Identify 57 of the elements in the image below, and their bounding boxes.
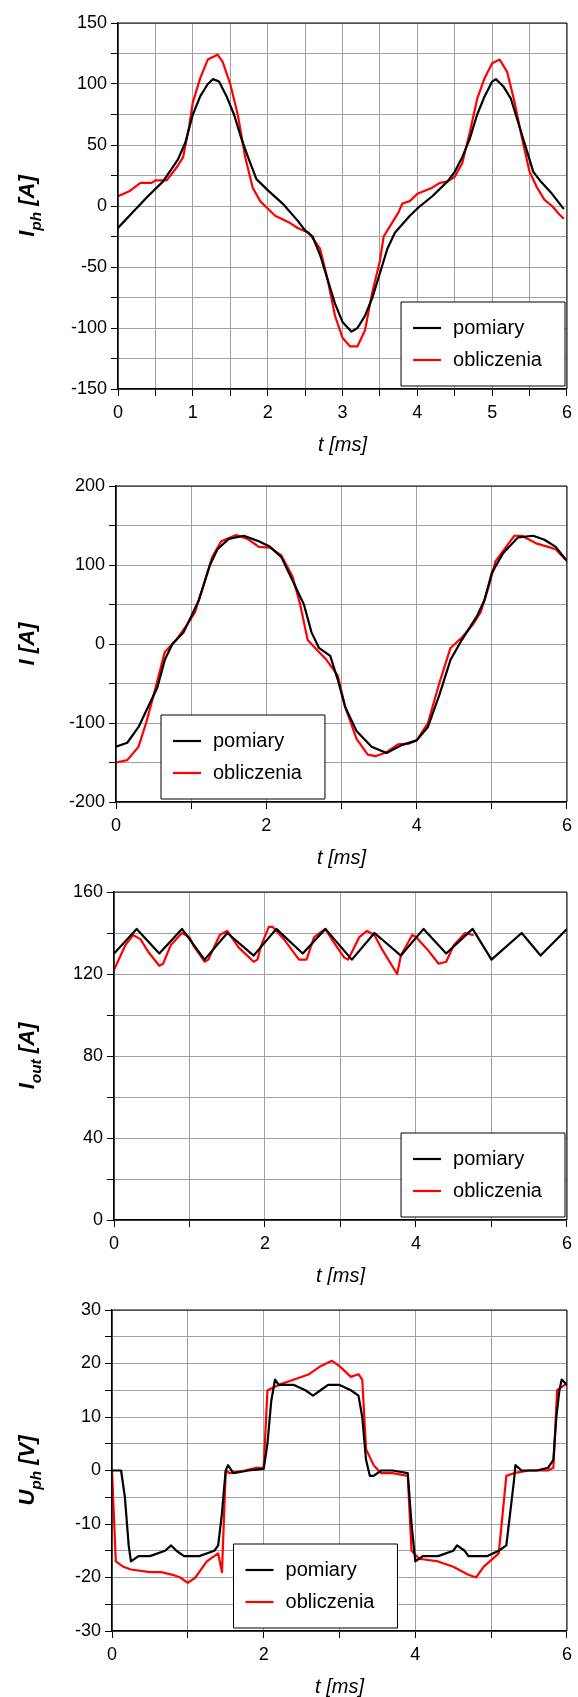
- x-tick-label: 6: [561, 401, 572, 422]
- y-tick-label: -20: [74, 1566, 101, 1587]
- y-tick-label: 100: [74, 553, 105, 574]
- x-tick-label: 4: [410, 1643, 421, 1664]
- y-axis-title: I [A]: [14, 621, 39, 666]
- y-axis-title: Iph [A]: [14, 174, 44, 237]
- y-tick-label: 10: [80, 1405, 101, 1426]
- y-tick-label: 30: [80, 1298, 101, 1319]
- x-tick-label: 5: [487, 401, 498, 422]
- legend-label: obliczenia: [285, 1589, 376, 1612]
- x-tick-label: 2: [261, 814, 272, 835]
- legend-label: pomiary: [285, 1557, 357, 1580]
- y-tick-label: -200: [68, 790, 105, 811]
- x-axis-title: t [ms]: [315, 1675, 365, 1697]
- y-axis-title: Iout [A]: [14, 1021, 44, 1090]
- y-tick-label: 0: [96, 194, 107, 215]
- y-tick-label: -100: [68, 711, 105, 732]
- y-tick-label: 80: [82, 1044, 103, 1065]
- y-tick-label: 150: [76, 11, 107, 32]
- x-axis-title: t [ms]: [317, 846, 367, 868]
- x-tick-label: 6: [561, 1232, 572, 1253]
- x-tick-label: 3: [337, 401, 348, 422]
- legend-label: obliczenia: [453, 347, 543, 370]
- y-tick-label: 0: [90, 1459, 101, 1480]
- x-tick-label: 4: [412, 401, 423, 422]
- y-tick-label: 40: [82, 1126, 103, 1147]
- y-tick-label: 0: [92, 1208, 103, 1229]
- legend-label: pomiary: [453, 1146, 525, 1169]
- legend-label: obliczenia: [213, 760, 303, 783]
- y-tick-label: 160: [72, 880, 103, 901]
- x-tick-label: 6: [561, 814, 572, 835]
- y-tick-label: 0: [94, 632, 105, 653]
- x-tick-label: 0: [112, 401, 124, 422]
- y-tick-label: 20: [80, 1352, 101, 1373]
- y-tick-label: 50: [86, 133, 107, 154]
- y-tick-label: -10: [74, 1512, 101, 1533]
- x-tick-label: 1: [187, 401, 198, 422]
- y-tick-label: -150: [70, 377, 107, 398]
- y-tick-label: 100: [76, 72, 107, 93]
- x-tick-label: 6: [561, 1643, 572, 1664]
- x-tick-label: 2: [258, 1643, 269, 1664]
- y-tick-label: 200: [74, 474, 105, 495]
- y-tick-label: -50: [80, 255, 107, 276]
- legend-label: pomiary: [213, 728, 285, 751]
- x-tick-label: 2: [262, 401, 273, 422]
- x-tick-label: 0: [110, 814, 122, 835]
- y-tick-label: 120: [72, 962, 103, 983]
- x-axis-title: t [ms]: [318, 433, 368, 455]
- x-tick-label: 4: [411, 814, 422, 835]
- x-tick-label: 0: [108, 1232, 120, 1253]
- y-axis-title: Uph [V]: [14, 1434, 44, 1506]
- y-tick-label: -100: [70, 316, 107, 337]
- legend-label: pomiary: [453, 315, 525, 338]
- y-tick-label: -30: [74, 1619, 101, 1640]
- x-tick-label: 2: [259, 1232, 271, 1253]
- x-tick-label: 4: [410, 1232, 421, 1253]
- legend-label: obliczenia: [453, 1178, 543, 1201]
